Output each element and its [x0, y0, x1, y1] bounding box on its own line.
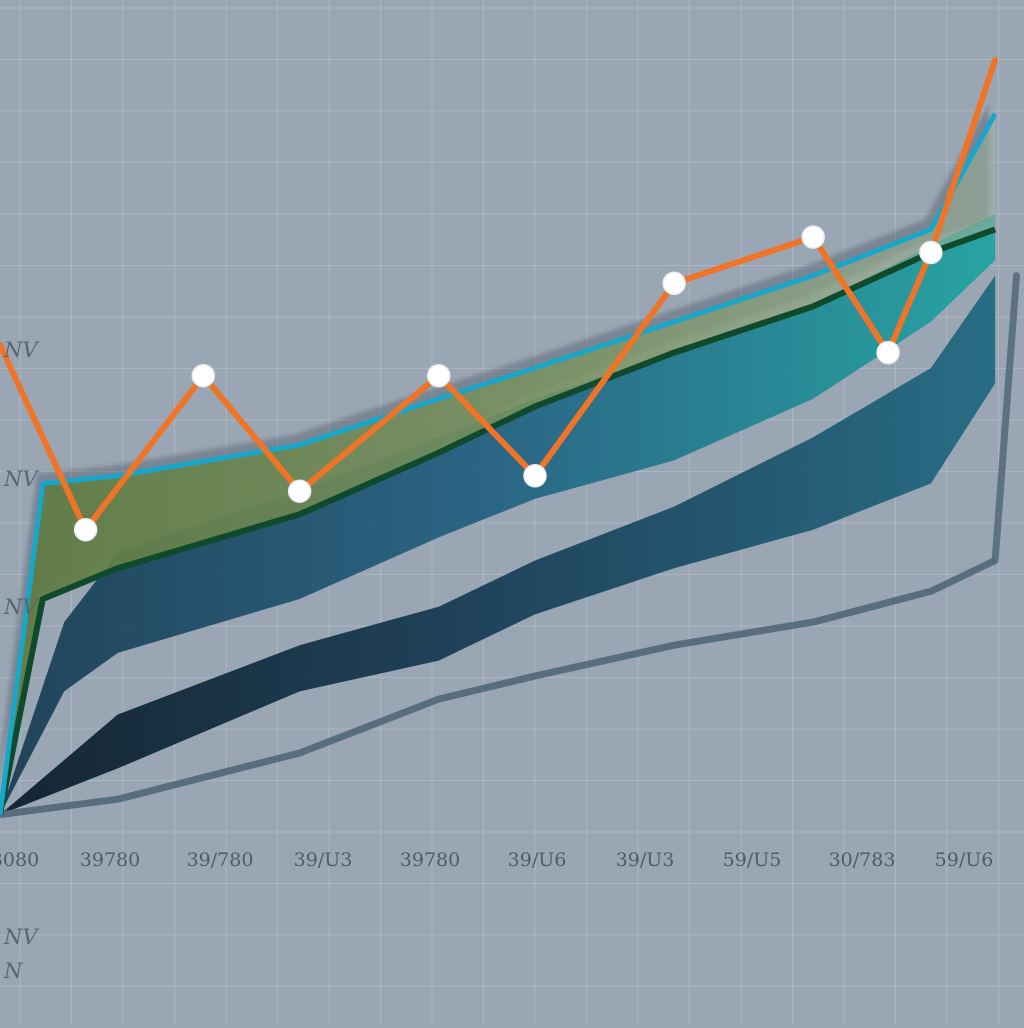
x-tick-label: 3080 [0, 849, 39, 871]
x-tick-label: 30/783 [829, 849, 896, 871]
areas [0, 103, 996, 815]
data-point [191, 363, 216, 388]
data-point [919, 240, 943, 265]
x-tick-label: 39/U6 [508, 849, 567, 871]
data-point [426, 363, 451, 388]
y-tick-label: N [3, 959, 23, 983]
series-area-teal [0, 214, 996, 815]
y-tick-label: NV [3, 338, 39, 362]
data-point [662, 271, 686, 296]
x-tick-label: 59/U6 [935, 849, 994, 871]
y-tick-label: NV [3, 467, 39, 491]
series-line-cyan [0, 112, 998, 815]
x-tick-label: 39780 [400, 849, 460, 871]
series-area-navy [0, 275, 996, 815]
markers [73, 225, 943, 542]
x-tick-label: 59/U5 [723, 849, 782, 871]
series-line-slate-rise [991, 272, 1020, 564]
data-point [73, 517, 98, 542]
x-tick-label: 39/780 [187, 849, 254, 871]
x-tick-label: 39/U3 [616, 849, 675, 871]
y-tick-label: NV [3, 595, 39, 619]
data-point [287, 479, 312, 503]
x-tick-label: 39780 [80, 849, 140, 871]
y-tick-label: NV [3, 925, 39, 949]
series-line-slate [0, 557, 997, 819]
x-tick-label: 39/U3 [294, 849, 353, 871]
data-point [523, 464, 547, 488]
labels: 3080 39780 39/780 39/U3 39780 39/U6 39/U3 59/U5… [0, 338, 993, 983]
data-point [876, 340, 900, 365]
data-point [801, 225, 825, 249]
